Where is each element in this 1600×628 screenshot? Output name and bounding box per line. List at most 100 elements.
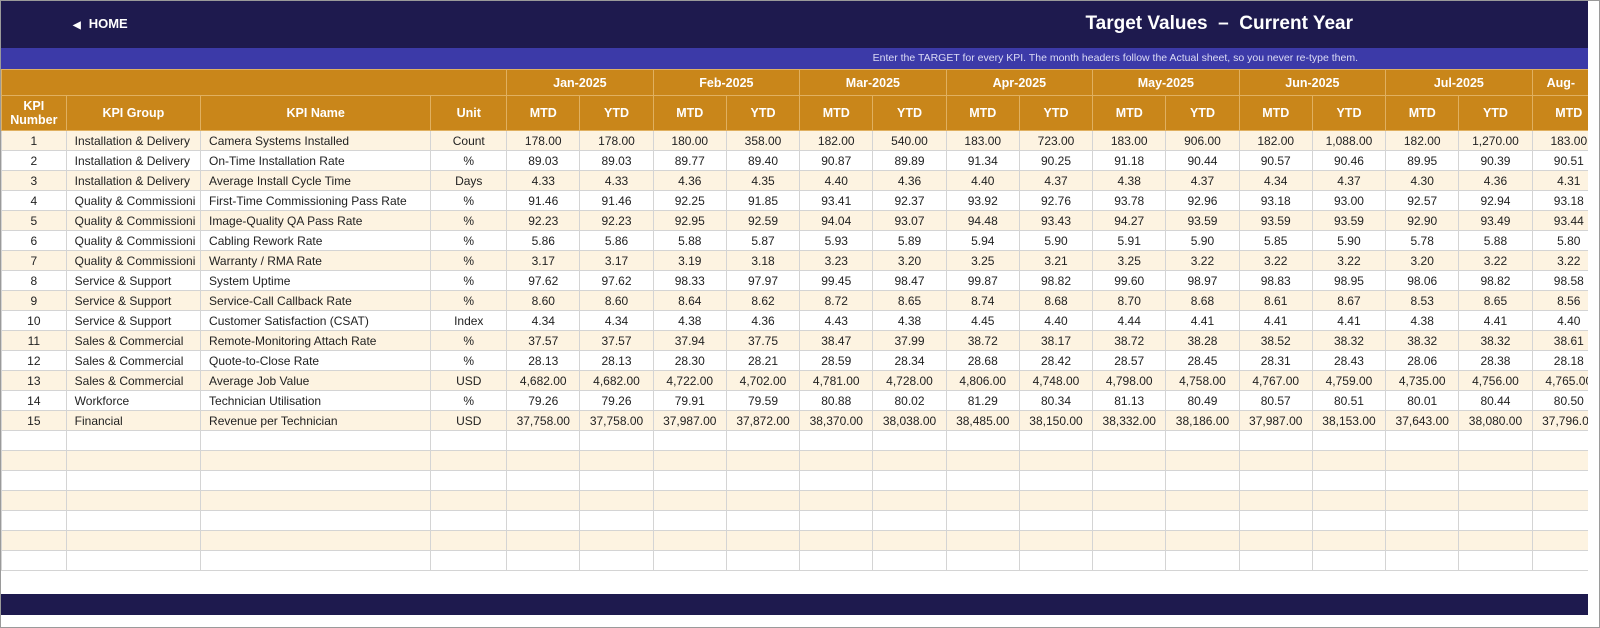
empty-row (1, 510, 1588, 531)
value-cell: 28.31 (1238, 350, 1313, 371)
value-cell: 93.59 (1165, 210, 1240, 231)
value-cell: 37,643.00 (1385, 410, 1460, 431)
empty-cell (1, 490, 67, 511)
value-cell: 38.17 (1018, 330, 1094, 351)
empty-cell (65, 450, 202, 471)
value-cell: 89.40 (725, 150, 801, 171)
empty-cell (1531, 470, 1588, 491)
text-cell: Average Job Value (200, 370, 432, 391)
value-cell: 4,767.00 (1238, 370, 1313, 391)
empty-cell (945, 490, 1020, 511)
empty-cell (1, 550, 67, 571)
value-cell: 1 (1, 130, 67, 151)
value-cell: % (430, 330, 508, 351)
sub-header: YTD (1458, 95, 1533, 131)
value-cell: 8.65 (872, 290, 947, 311)
home-label[interactable]: HOME (88, 16, 128, 31)
value-cell: 4.45 (945, 310, 1020, 331)
value-cell: 90.25 (1018, 150, 1094, 171)
value-cell: 5.90 (1311, 230, 1387, 251)
empty-cell (799, 490, 874, 511)
empty-cell (945, 450, 1020, 471)
value-cell: 5 (1, 210, 67, 231)
empty-cell (1165, 470, 1240, 491)
kpi-row: 13 Sales & Commercial Average Job Value USD… (1, 370, 1588, 391)
empty-cell (1238, 450, 1313, 471)
empty-cell (200, 530, 432, 551)
text-cell: Image-Quality QA Pass Rate (200, 210, 432, 231)
value-cell: 5.86 (506, 230, 581, 251)
value-cell: 4 (1, 190, 67, 211)
empty-cell (945, 470, 1020, 491)
empty-cell (1092, 450, 1167, 471)
empty-cell (1385, 530, 1460, 551)
value-cell: 183.00 (945, 130, 1020, 151)
empty-cell (1458, 530, 1533, 551)
value-cell: 37.57 (506, 330, 581, 351)
value-cell: 3.20 (1385, 250, 1460, 271)
sub-header: YTD (872, 95, 947, 131)
column-header: KPI Name (200, 95, 432, 131)
value-cell: 90.51 (1531, 150, 1588, 171)
text-cell: Quality & Commissioni (65, 230, 202, 251)
empty-cell (945, 550, 1020, 571)
value-cell: 723.00 (1018, 130, 1094, 151)
empty-cell (579, 450, 654, 471)
value-cell: 4.38 (1092, 170, 1167, 191)
value-cell: 4.41 (1238, 310, 1313, 331)
text-cell: Quote-to-Close Rate (200, 350, 432, 371)
empty-cell (1458, 470, 1533, 491)
value-cell: 11 (1, 330, 67, 351)
value-cell: 38,332.00 (1092, 410, 1167, 431)
value-cell: 8.70 (1092, 290, 1167, 311)
empty-cell (1311, 530, 1387, 551)
text-cell: Installation & Delivery (65, 170, 202, 191)
value-cell: 28.13 (579, 350, 654, 371)
empty-cell (945, 430, 1020, 451)
kpi-row: 10 Service & Support Customer Satisfaction… (1, 310, 1588, 331)
value-cell: 89.89 (872, 150, 947, 171)
value-cell: 38,150.00 (1018, 410, 1094, 431)
bottom-bar (1, 594, 1588, 615)
empty-cell (652, 430, 727, 451)
kpi-row: 6 Quality & Commissioni Cabling Rework Rat… (1, 230, 1588, 251)
value-cell: 8.65 (1458, 290, 1533, 311)
empty-cell (1092, 490, 1167, 511)
value-cell: USD (430, 370, 508, 391)
value-cell: 5.93 (799, 230, 874, 251)
empty-cell (506, 550, 581, 571)
value-cell: Days (430, 170, 508, 191)
value-cell: 10 (1, 310, 67, 331)
value-cell: 37,987.00 (1238, 410, 1313, 431)
value-cell: 4,722.00 (652, 370, 727, 391)
column-header: KPI Number (1, 95, 67, 131)
value-cell: 4,781.00 (799, 370, 874, 391)
value-cell: 37,758.00 (579, 410, 654, 431)
value-cell: 37,758.00 (506, 410, 581, 431)
empty-cell (579, 530, 654, 551)
value-cell: 4.44 (1092, 310, 1167, 331)
value-cell: 4.36 (1458, 170, 1533, 191)
value-cell: 98.83 (1238, 270, 1313, 291)
value-cell: 4.38 (652, 310, 727, 331)
empty-cell (579, 430, 654, 451)
kpi-row: 3 Installation & Delivery Average Install … (1, 170, 1588, 191)
kpi-row: 15 Financial Revenue per Technician USD 37,7… (1, 410, 1588, 431)
month-header-row: Jan-2025 Feb-2025 Mar-2025 Apr-2025 May-2025… (1, 69, 1588, 96)
value-cell: 38,186.00 (1165, 410, 1240, 431)
empty-row (1, 430, 1588, 451)
sub-header: MTD (1092, 95, 1167, 131)
empty-cell (430, 530, 508, 551)
empty-cell (872, 470, 947, 491)
value-cell: 4.33 (506, 170, 581, 191)
home-button[interactable]: ◀ HOME (73, 16, 128, 31)
month-header: Jun-2025 (1238, 69, 1387, 96)
value-cell: 5.85 (1238, 230, 1313, 251)
empty-cell (945, 530, 1020, 551)
sub-header: MTD (1531, 95, 1588, 131)
instruction-text: Enter the TARGET for every KPI. The mont… (872, 52, 1358, 64)
empty-cell (1165, 490, 1240, 511)
value-cell: 38,080.00 (1458, 410, 1533, 431)
value-cell: 80.02 (872, 390, 947, 411)
value-cell: 81.29 (945, 390, 1020, 411)
